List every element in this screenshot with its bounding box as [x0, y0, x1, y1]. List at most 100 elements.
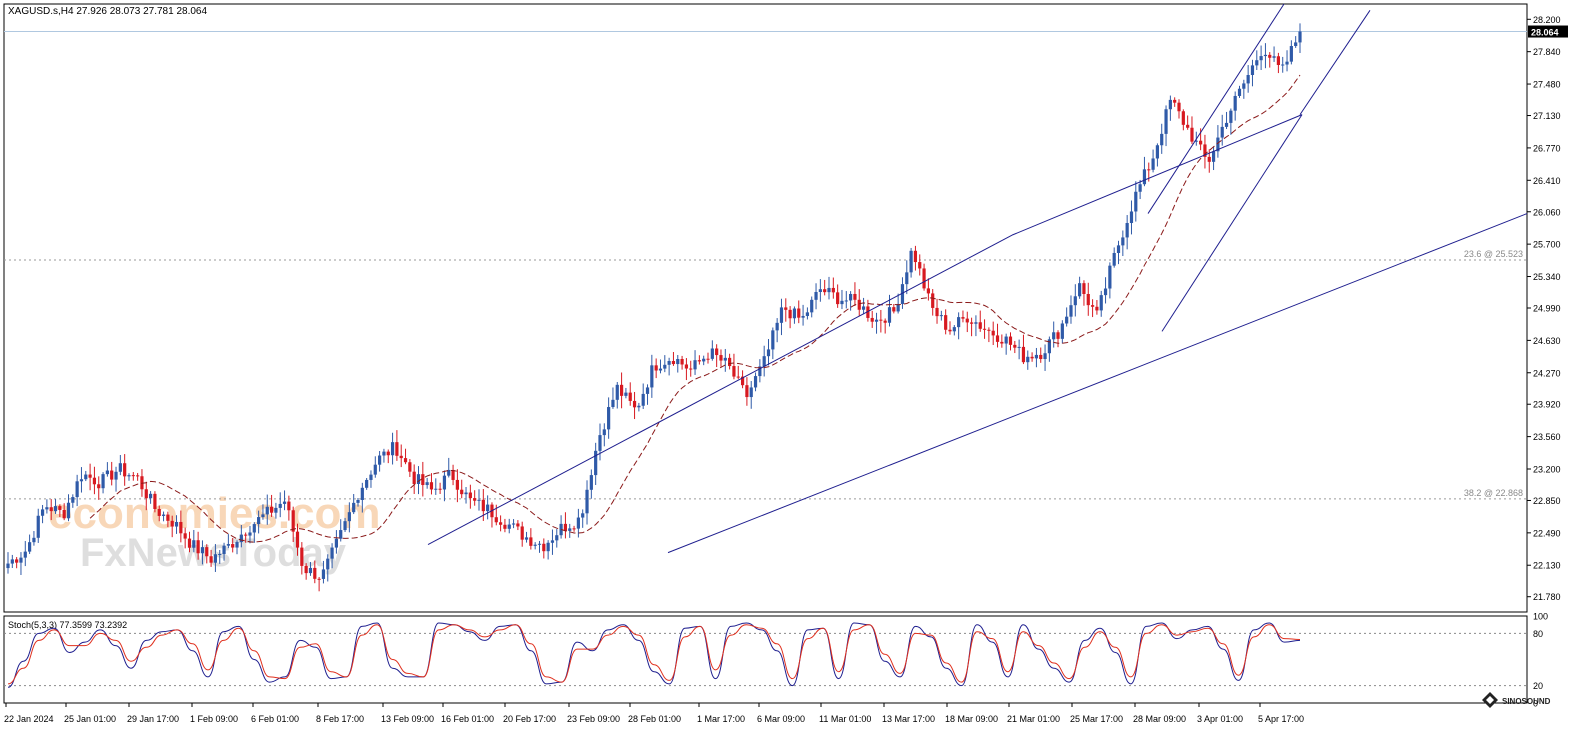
candle-up	[1078, 283, 1082, 297]
candle-down	[494, 517, 498, 523]
candle-down	[732, 366, 736, 377]
y-tick-label: 27.480	[1533, 80, 1561, 90]
fib-level-label: 23.6 @ 25.523	[1464, 249, 1523, 259]
candle-up	[40, 509, 45, 516]
candle-down	[1276, 56, 1280, 65]
candle-down	[1147, 169, 1151, 171]
x-tick-label: 1 Feb 09:00	[190, 714, 238, 724]
candle-up	[390, 442, 395, 456]
candle-down	[542, 543, 546, 552]
candle-down	[1207, 156, 1211, 162]
candle-down	[313, 567, 317, 579]
candle-up	[861, 306, 866, 310]
candle-up	[844, 300, 848, 302]
candle-up	[849, 293, 853, 301]
candle-up	[1125, 223, 1129, 238]
candle-up	[1211, 151, 1216, 162]
candle-up	[645, 387, 650, 394]
candle-up	[148, 493, 153, 499]
y-tick-label: 22.850	[1533, 496, 1561, 506]
candle-up	[334, 538, 339, 548]
candle-down	[473, 498, 477, 501]
candle-down	[481, 499, 485, 512]
candle-down	[982, 328, 987, 330]
candle-up	[105, 470, 109, 475]
candle-down	[836, 292, 840, 305]
candle-up	[1294, 42, 1298, 47]
y-tick-label: 26.410	[1533, 176, 1561, 186]
x-tick-label: 28 Mar 09:00	[1133, 714, 1186, 724]
candle-up	[766, 349, 771, 357]
candle-up	[200, 547, 205, 554]
candle-down	[317, 578, 321, 580]
candle-down	[62, 509, 66, 519]
y-tick-label: 23.560	[1533, 432, 1561, 442]
candle-up	[1246, 74, 1250, 84]
candle-up	[1069, 305, 1073, 317]
candle-up	[1151, 158, 1155, 170]
x-tick-label: 22 Jan 2024	[4, 714, 54, 724]
candle-down	[49, 507, 53, 512]
candle-down	[1203, 144, 1207, 157]
candle-up	[887, 307, 892, 323]
candle-up	[1160, 133, 1164, 146]
candle-down	[140, 476, 144, 490]
candle-up	[641, 393, 645, 406]
candle-down	[784, 307, 788, 310]
candle-up	[226, 544, 230, 546]
candle-up	[19, 557, 23, 563]
candle-up	[339, 530, 343, 539]
candle-down	[412, 471, 416, 484]
candle-up	[1026, 356, 1030, 363]
candle-down	[395, 442, 399, 456]
candle-up	[274, 507, 278, 513]
candle-up	[537, 543, 542, 545]
candle-up	[369, 474, 373, 480]
candle-up	[222, 545, 226, 554]
candle-up	[378, 455, 382, 465]
candle-up	[248, 532, 252, 536]
x-tick-label: 23 Feb 09:00	[567, 714, 620, 724]
candle-up	[615, 384, 619, 400]
candle-down	[1082, 283, 1086, 294]
candle-up	[753, 376, 758, 388]
candle-up	[581, 513, 585, 518]
candle-up	[693, 360, 697, 370]
candle-down	[831, 287, 835, 293]
candle-down	[1177, 102, 1181, 112]
candle-down	[926, 288, 930, 294]
candle-down	[697, 360, 701, 362]
candle-down	[563, 523, 568, 531]
candle-up	[101, 474, 105, 489]
candle-down	[706, 358, 710, 360]
candle-down	[269, 506, 274, 513]
candle-up	[957, 317, 961, 328]
candle-up	[771, 330, 775, 350]
candle-up	[779, 307, 784, 323]
candle-up	[1242, 83, 1246, 89]
candle-up	[282, 501, 287, 504]
candle-up	[1116, 245, 1121, 253]
candle-up	[1164, 109, 1168, 134]
candle-up	[607, 407, 611, 430]
candle-down	[736, 376, 740, 378]
candle-down	[1008, 336, 1013, 345]
candle-up	[827, 287, 831, 293]
candle-up	[658, 368, 663, 371]
candle-up	[814, 291, 818, 300]
candle-up	[447, 469, 451, 476]
candle-down	[961, 317, 965, 319]
candle-down	[1021, 346, 1026, 363]
trendline	[1011, 114, 1303, 236]
candle-up	[874, 319, 879, 322]
candle-down	[196, 540, 200, 554]
x-tick-label: 13 Mar 17:00	[882, 714, 935, 724]
candle-down	[295, 531, 300, 548]
candle-down	[823, 289, 827, 293]
candle-down	[153, 493, 157, 509]
candle-up	[546, 542, 550, 552]
candle-down	[969, 322, 974, 324]
candle-up	[118, 463, 122, 472]
candle-up	[568, 528, 572, 531]
